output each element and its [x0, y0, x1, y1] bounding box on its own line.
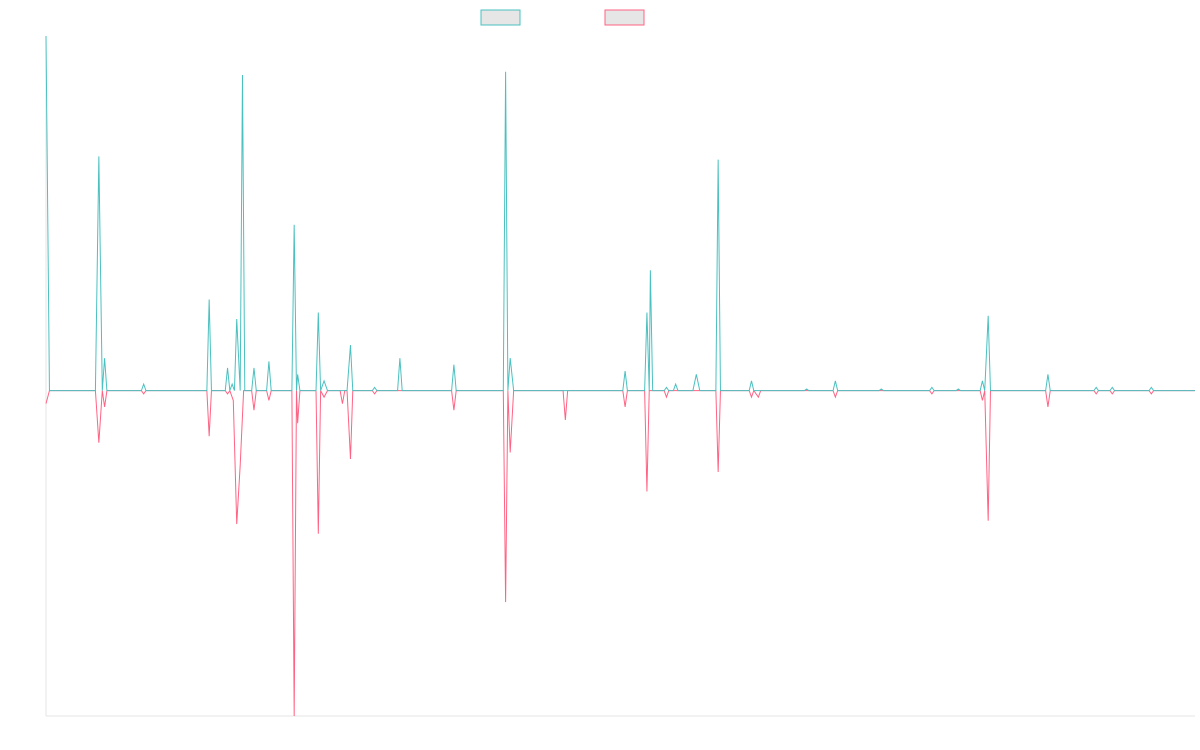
legend — [480, 9, 645, 26]
legend-swatch-1 — [480, 9, 521, 26]
series-lines — [45, 35, 1195, 717]
legend-swatch-2 — [604, 9, 645, 26]
series-line-1 — [45, 35, 1195, 392]
series-line-2 — [45, 389, 1195, 717]
axes — [45, 36, 1195, 717]
